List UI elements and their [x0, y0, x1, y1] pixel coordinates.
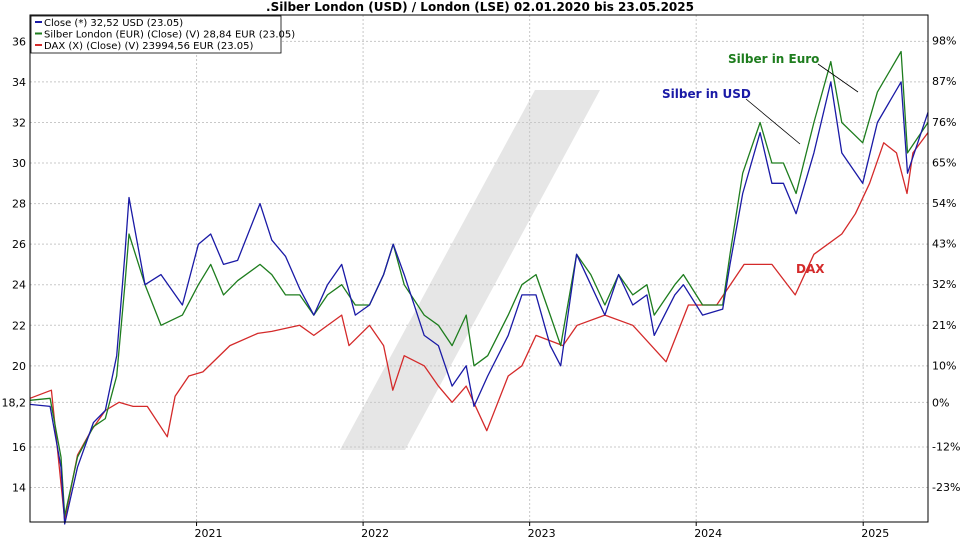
x-tick-label: 2023	[528, 527, 556, 540]
plot-frame	[29, 14, 929, 523]
x-tick-label: 2025	[861, 527, 889, 540]
chart-title: .Silber London (USD) / London (LSE) 02.0…	[266, 0, 694, 14]
annotation-silber-usd: Silber in USD	[662, 87, 751, 101]
watermark-shape	[340, 90, 600, 450]
legend-box	[30, 15, 282, 54]
series-line-silver-usd	[29, 81, 929, 525]
y-tick-label: 22	[12, 319, 26, 332]
y2-tick-label: 98%	[932, 35, 956, 48]
y2-tick-label: 10%	[932, 359, 956, 372]
x-tick-label: 2022	[361, 527, 389, 540]
y-tick-label: 32	[12, 116, 26, 129]
y-tick-label: 18,2	[2, 396, 27, 409]
y2-tick-label: 87%	[932, 75, 956, 88]
y-tick-label: 30	[12, 157, 26, 170]
y2-tick-label: 21%	[932, 319, 956, 332]
y2-tick-label: 76%	[932, 116, 956, 129]
y2-tick-label: 43%	[932, 238, 956, 251]
series-line-dax	[29, 132, 929, 521]
y-tick-label: 34	[12, 76, 26, 89]
y-tick-label: 24	[12, 279, 26, 292]
annotation-dax: DAX	[796, 262, 825, 276]
series-line-silver-eur	[29, 50, 929, 517]
legend: Close (*) 32,52 USD (23.05)Silber London…	[30, 15, 295, 54]
legend-entry: Close (*) 32,52 USD (23.05)	[44, 18, 183, 29]
annotation-leader-usd	[745, 98, 801, 145]
annotation-silber-euro: Silber in Euro	[728, 52, 819, 66]
y2-tick-label: 0%	[932, 396, 949, 409]
y2-tick-label: 32%	[932, 278, 956, 291]
y2-tick-label: -23%	[932, 481, 960, 494]
legend-entry: Silber London (EUR) (Close) (V) 28,84 EU…	[44, 30, 295, 41]
grid	[30, 15, 928, 522]
y2-tick-label: 65%	[932, 156, 956, 169]
y-tick-label: 16	[12, 441, 26, 454]
x-tick-label: 2024	[694, 527, 722, 540]
y-tick-label: 26	[12, 238, 26, 251]
y-tick-label: 36	[12, 35, 26, 48]
y2-tick-label: -12%	[932, 441, 960, 454]
x-tick-label: 2021	[195, 527, 223, 540]
y-tick-label: 20	[12, 360, 26, 373]
y-tick-label: 14	[12, 482, 26, 495]
y2-tick-label: 54%	[932, 197, 956, 210]
y-tick-label: 28	[12, 198, 26, 211]
legend-entry: DAX (X) (Close) (V) 23994,56 EUR (23.05)	[44, 41, 253, 52]
annotation-leader-euro	[817, 63, 859, 93]
